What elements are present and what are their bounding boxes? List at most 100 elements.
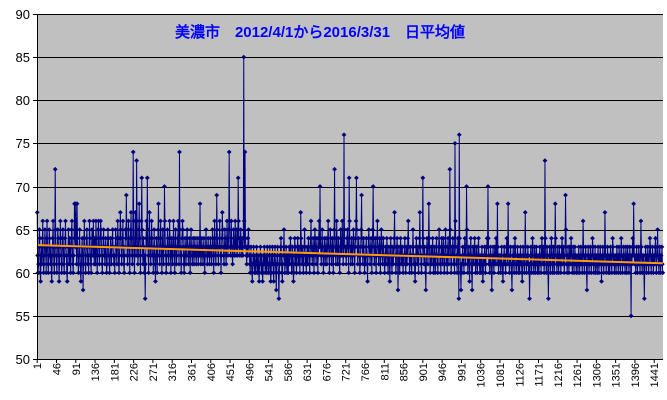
data-point (58, 253, 64, 258)
data-point (57, 261, 62, 267)
data-point (599, 278, 604, 284)
data-point (419, 270, 424, 276)
data-point (157, 261, 163, 267)
data-point (184, 235, 190, 241)
data-point (398, 235, 403, 241)
data-point (495, 244, 501, 250)
data-point (448, 270, 454, 276)
data-point (467, 261, 473, 267)
data-point (96, 261, 102, 267)
data-point (104, 270, 110, 276)
data-point (339, 235, 345, 241)
data-point (37, 235, 43, 241)
data-point (288, 235, 293, 241)
data-point (136, 227, 142, 233)
data-point (453, 218, 458, 224)
data-point (616, 244, 622, 250)
data-point (130, 149, 136, 155)
data-point (414, 235, 419, 241)
data-point (143, 235, 149, 241)
data-point (166, 261, 172, 267)
data-point (354, 175, 359, 181)
data-point (165, 227, 170, 233)
x-tick-label: 586 (283, 363, 295, 381)
data-point (456, 296, 462, 302)
y-tick-label: 90 (16, 7, 30, 22)
data-point (290, 244, 295, 250)
data-point (441, 270, 447, 276)
data-point (46, 227, 52, 233)
data-point (426, 201, 432, 207)
data-point (435, 270, 441, 276)
data-point (414, 261, 420, 267)
data-point (63, 218, 68, 224)
data-point (129, 261, 135, 267)
data-point (445, 235, 451, 241)
data-point (216, 261, 221, 267)
data-point (261, 244, 267, 250)
data-point (306, 261, 312, 267)
data-point (228, 235, 234, 241)
data-point (332, 166, 337, 172)
data-point (489, 270, 494, 276)
data-point (116, 261, 122, 267)
data-point (331, 227, 337, 233)
data-point (226, 227, 232, 233)
x-tick-label: 766 (360, 363, 372, 381)
x-tick-label: 946 (437, 363, 449, 381)
data-point (316, 218, 322, 224)
data-point (484, 253, 490, 258)
data-point (264, 244, 270, 250)
x-tick-label: 1 (32, 363, 44, 369)
data-point (171, 253, 177, 258)
data-point (318, 261, 324, 267)
data-point (464, 184, 469, 189)
data-point (162, 184, 167, 189)
data-point (40, 253, 46, 258)
data-point (270, 270, 276, 276)
data-point (499, 244, 505, 250)
data-point (420, 175, 426, 181)
data-point (89, 227, 95, 233)
data-point (57, 244, 63, 250)
x-tick-label: 226 (129, 363, 141, 381)
data-point (140, 261, 146, 267)
data-point (508, 244, 514, 250)
data-point (327, 227, 333, 233)
data-point (134, 158, 140, 164)
data-point (134, 218, 140, 224)
data-point (271, 278, 277, 284)
data-point (465, 270, 471, 276)
data-point (588, 270, 594, 276)
data-point (147, 209, 152, 215)
data-point (80, 253, 86, 258)
data-point (302, 227, 307, 233)
data-point (411, 244, 416, 250)
data-point (468, 244, 473, 250)
x-tick-label: 1216 (553, 363, 565, 387)
data-point (188, 227, 194, 233)
data-point (177, 244, 183, 250)
data-point (167, 218, 173, 224)
data-point (298, 209, 304, 215)
data-point (519, 270, 525, 276)
data-point (515, 244, 520, 250)
data-point (277, 261, 283, 267)
data-point (154, 270, 160, 276)
data-point (596, 270, 602, 276)
data-point (437, 261, 443, 267)
data-point (390, 261, 396, 267)
data-point (404, 261, 410, 267)
data-point (355, 261, 361, 267)
data-point (409, 270, 415, 276)
x-tick-label: 1171 (534, 363, 546, 387)
data-point (336, 235, 341, 241)
data-point (417, 209, 423, 215)
data-point (505, 201, 511, 207)
data-point (641, 296, 647, 302)
data-point (85, 261, 91, 267)
data-point (138, 218, 144, 224)
data-point (636, 244, 642, 250)
data-point (212, 235, 218, 241)
data-point (300, 253, 306, 258)
